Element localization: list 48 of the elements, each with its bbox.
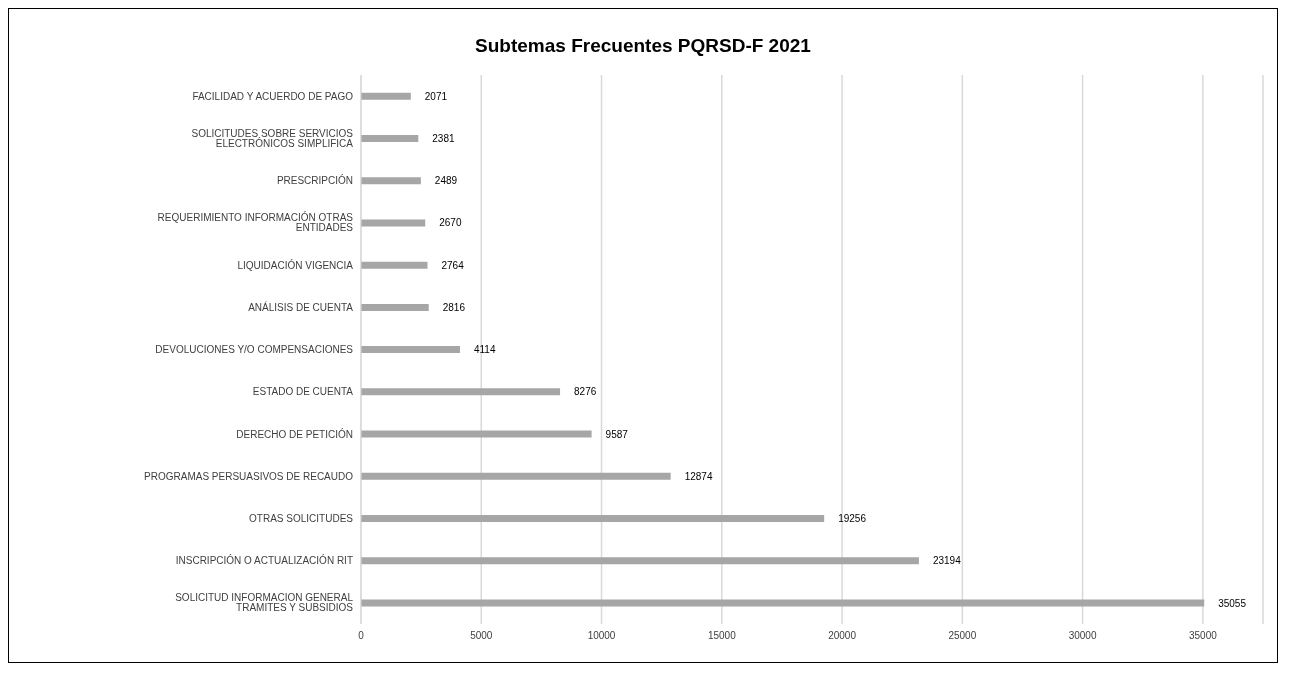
y-tick-label: FACILIDAD Y ACUERDO DE PAGO xyxy=(192,90,354,102)
y-tick-label: SOLICITUDES SOBRE SERVICIOS ELECTRÓNICOS SIMPLIFICA xyxy=(191,127,354,149)
bar xyxy=(361,472,671,480)
x-tick-label: 10000 xyxy=(587,630,616,642)
data-label: 2670 xyxy=(439,217,462,229)
bar xyxy=(361,515,825,523)
data-label: 2381 xyxy=(432,133,455,145)
y-tick-label: DERECHO DE PETICIÓN xyxy=(236,427,353,440)
bar xyxy=(361,177,421,185)
data-label: 2071 xyxy=(424,90,448,102)
data-label: 12874 xyxy=(684,470,713,482)
y-tick-label: OTRAS SOLICITUDES xyxy=(249,512,354,524)
x-tick-label: 5000 xyxy=(470,630,493,642)
data-label: 2816 xyxy=(442,301,466,313)
bar xyxy=(361,134,419,142)
bar xyxy=(361,261,428,269)
x-tick-label: 30000 xyxy=(1068,630,1097,642)
y-tick-label: PROGRAMAS PERSUASIVOS DE RECAUDO xyxy=(144,470,354,482)
x-tick-label: 15000 xyxy=(707,630,737,642)
x-tick-label: 35000 xyxy=(1188,630,1218,642)
x-tick-label: 0 xyxy=(358,630,365,642)
y-tick-label: PRESCRIPCIÓN xyxy=(276,174,353,187)
bar xyxy=(361,430,592,438)
bar xyxy=(361,92,411,100)
bar xyxy=(361,388,561,396)
x-tick-label: 20000 xyxy=(828,630,857,642)
y-tick-label: LIQUIDACIÓN VIGENCIA xyxy=(237,258,354,271)
data-label: 9587 xyxy=(605,428,629,440)
chart-title: Subtemas Frecuentes PQRSD-F 2021 xyxy=(474,34,812,58)
data-label: 2489 xyxy=(434,175,458,187)
data-label: 23194 xyxy=(932,555,962,567)
y-tick-label: ANÁLISIS DE CUENTA xyxy=(248,300,354,313)
data-label: 35055 xyxy=(1218,597,1247,609)
bar xyxy=(361,346,460,354)
data-label: 8276 xyxy=(574,386,597,398)
y-tick-label: SOLICITUD INFORMACION GENERAL TRAMITES Y SUBSIDIOS xyxy=(175,592,354,614)
x-tick-label: 25000 xyxy=(948,630,977,642)
bar xyxy=(361,219,426,227)
bar xyxy=(361,599,1205,607)
y-tick-label: DEVOLUCIONES Y/O COMPENSACIONES xyxy=(155,344,354,356)
bar xyxy=(361,303,429,311)
y-tick-label: INSCRIPCIÓN O ACTUALIZACIÓN RIT xyxy=(175,554,353,567)
data-label: 2764 xyxy=(441,259,465,271)
bar xyxy=(361,557,919,565)
y-tick-label: REQUERIMIENTO INFORMACIÓN OTRAS ENTIDADES xyxy=(157,211,354,234)
data-label: 4114 xyxy=(473,344,496,356)
data-label: 19256 xyxy=(838,513,867,525)
y-tick-label: ESTADO DE CUENTA xyxy=(252,386,354,398)
